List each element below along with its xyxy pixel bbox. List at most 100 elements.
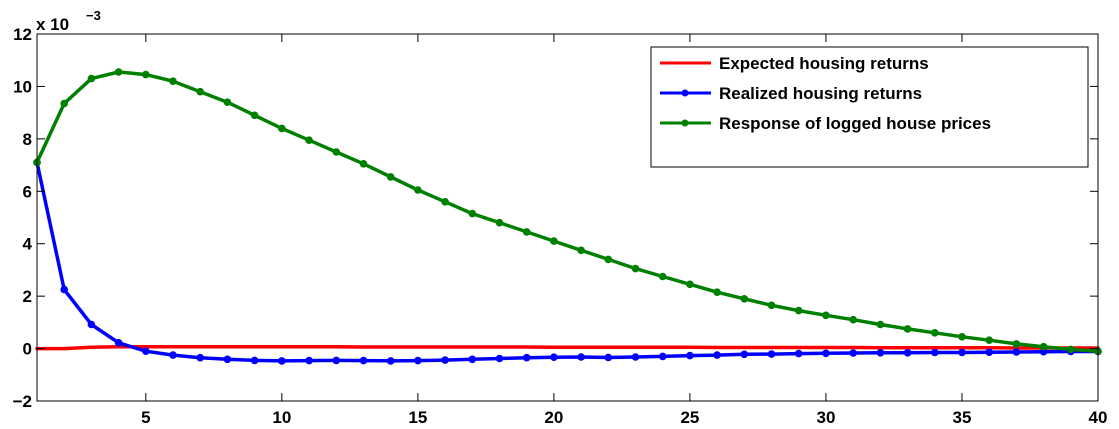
y-tick-label: 10 xyxy=(13,77,32,96)
data-point-logged-house-prices xyxy=(985,336,993,345)
data-point-logged-house-prices xyxy=(550,237,558,245)
data-point-logged-house-prices xyxy=(822,311,830,320)
x-tick-label: 20 xyxy=(544,408,563,427)
data-point-logged-house-prices xyxy=(740,295,749,303)
data-point-realized-housing-returns xyxy=(114,339,123,347)
y-exponent-base: x 10 xyxy=(36,15,69,34)
data-point-logged-house-prices xyxy=(713,288,721,297)
data-point-realized-housing-returns xyxy=(713,351,721,359)
legend-marker-house-prices xyxy=(681,119,689,127)
axes-box xyxy=(36,33,1099,402)
data-point-realized-housing-returns xyxy=(250,356,259,365)
data-point-logged-house-prices xyxy=(386,173,395,181)
data-point-realized-housing-returns xyxy=(196,353,204,362)
y-tick-label: 0 xyxy=(23,340,32,359)
data-point-logged-house-prices xyxy=(359,160,368,168)
series-line-expected-housing-returns xyxy=(35,344,1100,351)
legend-entry-expected: Expected housing returns xyxy=(660,54,929,73)
x-tick-label: 10 xyxy=(272,408,291,427)
axes: 5 10 15 20 25 30 35 40 −2 0 2 4 6 8 10 12 xyxy=(13,25,1108,427)
data-point-logged-house-prices xyxy=(903,325,912,333)
data-point-realized-housing-returns xyxy=(550,353,558,362)
data-point-logged-house-prices xyxy=(931,329,939,337)
data-point-realized-housing-returns xyxy=(223,355,232,364)
data-point-realized-housing-returns xyxy=(468,355,477,364)
data-point-logged-house-prices xyxy=(414,186,422,194)
data-point-logged-house-prices xyxy=(604,255,613,264)
data-point-realized-housing-returns xyxy=(767,350,776,358)
data-point-logged-house-prices xyxy=(278,124,286,133)
legend: Expected housing returns Realized housin… xyxy=(650,46,1089,168)
data-point-realized-housing-returns xyxy=(142,347,150,356)
data-point-logged-house-prices xyxy=(441,198,449,206)
data-point-realized-housing-returns xyxy=(495,354,504,363)
data-point-logged-house-prices xyxy=(60,99,68,108)
data-point-realized-housing-returns xyxy=(169,351,177,359)
x-tick-label: 30 xyxy=(816,408,835,427)
data-point-realized-housing-returns xyxy=(686,351,694,360)
legend-box xyxy=(650,46,1089,168)
x-tick-label: 5 xyxy=(141,408,150,427)
data-point-realized-housing-returns xyxy=(441,356,449,364)
data-point-logged-house-prices xyxy=(849,315,857,324)
data-point-logged-house-prices xyxy=(1012,340,1021,348)
data-point-logged-house-prices xyxy=(577,246,585,255)
data-point-logged-house-prices xyxy=(1067,345,1075,354)
data-point-realized-housing-returns xyxy=(931,348,939,357)
data-point-realized-housing-returns xyxy=(604,353,613,362)
data-point-realized-housing-returns xyxy=(903,349,912,357)
data-point-logged-house-prices xyxy=(794,306,803,315)
y-tick-label: 6 xyxy=(23,182,32,201)
data-point-realized-housing-returns xyxy=(386,357,395,365)
y-tick-label: 12 xyxy=(13,25,32,44)
data-point-logged-house-prices xyxy=(686,280,694,289)
data-point-logged-house-prices xyxy=(250,111,259,120)
x-tick-label: 25 xyxy=(680,408,699,427)
data-point-realized-housing-returns xyxy=(87,320,96,329)
data-point-realized-housing-returns xyxy=(522,353,531,362)
data-point-logged-house-prices xyxy=(114,68,123,76)
data-point-realized-housing-returns xyxy=(822,349,830,358)
data-point-realized-housing-returns xyxy=(876,349,885,357)
data-point-realized-housing-returns xyxy=(794,349,803,358)
data-point-realized-housing-returns xyxy=(305,356,313,365)
plot-area xyxy=(33,68,1102,365)
data-point-realized-housing-returns xyxy=(658,352,667,361)
data-point-logged-house-prices xyxy=(142,70,150,79)
data-point-realized-housing-returns xyxy=(577,353,585,361)
legend-entry-realized: Realized housing returns xyxy=(660,84,922,103)
data-point-realized-housing-returns xyxy=(985,348,993,357)
data-point-realized-housing-returns xyxy=(278,357,286,365)
data-point-realized-housing-returns xyxy=(631,353,640,361)
data-point-logged-house-prices xyxy=(958,333,966,341)
data-point-realized-housing-returns xyxy=(740,350,749,359)
data-point-logged-house-prices xyxy=(495,218,504,227)
y-tick-label: −2 xyxy=(13,392,32,411)
data-point-realized-housing-returns xyxy=(414,356,422,365)
data-point-logged-house-prices xyxy=(87,74,96,83)
data-point-realized-housing-returns xyxy=(359,356,368,365)
data-point-realized-housing-returns xyxy=(1012,348,1021,356)
x-tick-label: 40 xyxy=(1089,408,1108,427)
y-tick-label: 8 xyxy=(23,130,32,149)
y-exponent-label: x 10 −3 xyxy=(36,8,101,34)
data-point-realized-housing-returns xyxy=(332,356,341,365)
y-tick-label: 2 xyxy=(23,287,32,306)
data-point-logged-house-prices xyxy=(767,301,776,310)
data-point-logged-house-prices xyxy=(196,87,204,96)
data-point-realized-housing-returns xyxy=(958,348,966,357)
data-point-logged-house-prices xyxy=(305,136,313,144)
data-point-realized-housing-returns xyxy=(849,349,857,357)
x-tick-label: 15 xyxy=(408,408,427,427)
data-point-logged-house-prices xyxy=(876,320,885,329)
series-line-logged-house-prices xyxy=(35,70,1100,353)
data-point-logged-house-prices xyxy=(468,209,477,218)
data-point-logged-house-prices xyxy=(631,264,640,273)
legend-label-expected: Expected housing returns xyxy=(719,54,929,73)
data-point-logged-house-prices xyxy=(1039,342,1048,351)
data-point-logged-house-prices xyxy=(658,272,667,281)
legend-entry-house-prices: Response of logged house prices xyxy=(660,114,991,133)
legend-label-house-prices: Response of logged house prices xyxy=(719,114,991,133)
